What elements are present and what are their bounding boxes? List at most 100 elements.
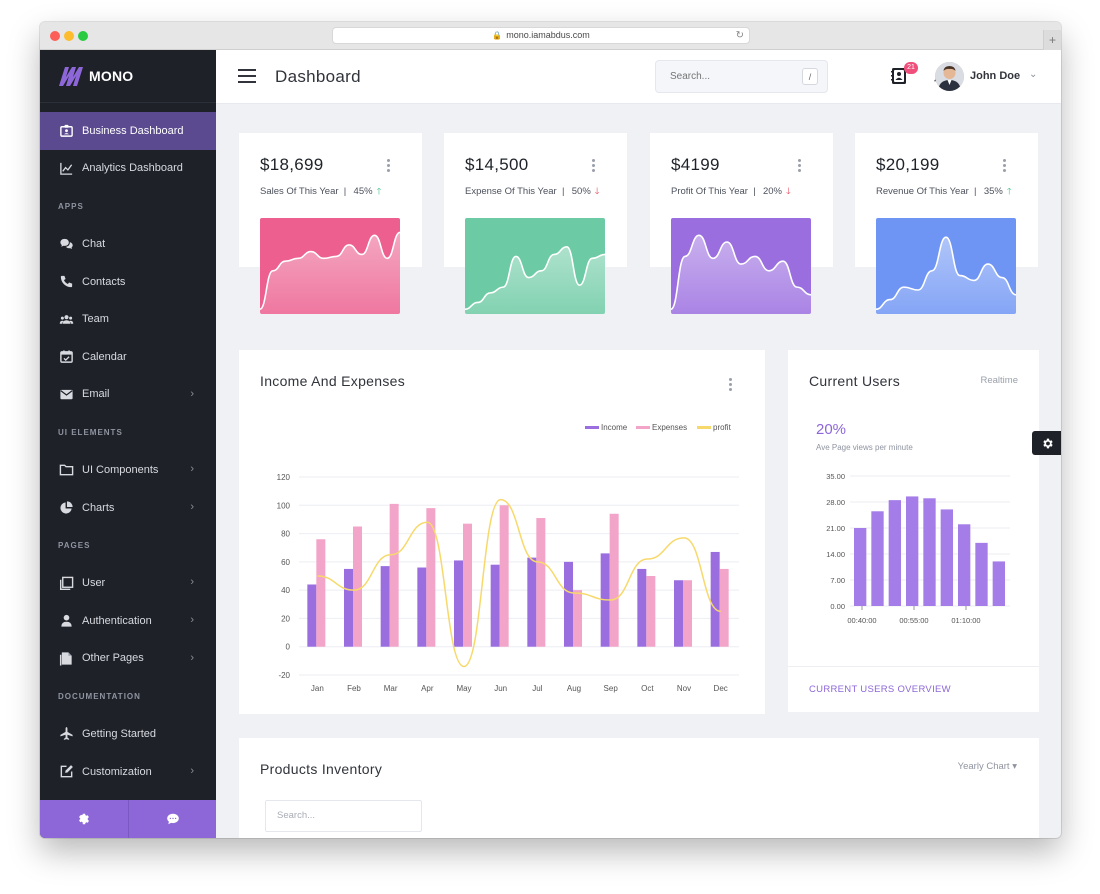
sidebar-item-label: Calendar bbox=[82, 350, 127, 363]
yearly-chart-dropdown[interactable]: Yearly Chart ▾ bbox=[958, 761, 1017, 772]
stat-label: Revenue Of This Year bbox=[876, 186, 969, 197]
y-tick-label: 7.00 bbox=[830, 576, 845, 585]
stat-caption: Revenue Of This Year | 35% 🡑 bbox=[876, 186, 1012, 197]
expenses-bar bbox=[536, 518, 546, 647]
chevron-right-icon: › bbox=[190, 613, 194, 626]
chat-support-button[interactable] bbox=[128, 800, 216, 838]
more-options-icon[interactable] bbox=[729, 378, 733, 393]
contacts-book-icon[interactable] bbox=[889, 66, 909, 86]
chevron-right-icon: › bbox=[190, 463, 194, 476]
legend-label: profit bbox=[713, 423, 732, 432]
card-divider bbox=[788, 666, 1039, 667]
sidebar-item-charts[interactable]: Charts › bbox=[40, 489, 216, 527]
url-text: mono.iamabdus.com bbox=[506, 30, 590, 40]
phone-icon bbox=[58, 274, 74, 290]
sidebar-item-ui-components[interactable]: UI Components › bbox=[40, 451, 216, 489]
pie-chart-icon bbox=[58, 500, 74, 516]
legend-swatch bbox=[585, 426, 599, 429]
calendar-icon bbox=[58, 349, 74, 365]
expenses-bar bbox=[609, 513, 619, 647]
sidebar-item-contacts[interactable]: Contacts bbox=[40, 263, 216, 301]
y-tick-label: 28.00 bbox=[826, 498, 845, 507]
users-percent: 20% bbox=[816, 421, 847, 438]
y-tick-label: 20 bbox=[281, 614, 290, 623]
address-bar[interactable]: 🔒 mono.iamabdus.com ↻ bbox=[332, 27, 750, 44]
chevron-right-icon: › bbox=[190, 500, 194, 513]
realtime-label[interactable]: Realtime bbox=[980, 375, 1019, 386]
theme-settings-toggle[interactable] bbox=[1032, 431, 1061, 455]
more-options-icon[interactable] bbox=[592, 159, 596, 174]
income-bar bbox=[454, 560, 463, 647]
notification-badge: 21 bbox=[904, 62, 918, 74]
users-bar bbox=[923, 498, 936, 606]
expenses-bar bbox=[316, 539, 326, 647]
x-tick-label: Jan bbox=[311, 684, 324, 693]
sidebar-item-email[interactable]: Email › bbox=[40, 376, 216, 414]
current-users-chart: 0.00 7.00 14.00 21.00 28.00 35.00 00:40:00 00:5… bbox=[826, 472, 1010, 625]
x-tick-label: Aug bbox=[567, 684, 581, 693]
sparkline-chart bbox=[260, 218, 400, 314]
brand[interactable]: MONO bbox=[40, 50, 216, 103]
browser-window: 🔒 mono.iamabdus.com ↻ + MONO Business Das… bbox=[40, 22, 1061, 838]
sidebar-item-user[interactable]: User › bbox=[40, 564, 216, 602]
chevron-down-icon[interactable]: ⌄ bbox=[1029, 69, 1038, 80]
users-bar bbox=[975, 542, 988, 606]
more-options-icon[interactable] bbox=[387, 159, 391, 174]
settings-button[interactable] bbox=[40, 800, 128, 838]
sidebar-item-business-dashboard[interactable]: Business Dashboard bbox=[40, 112, 216, 150]
top-header: Dashboard / 21 John Doe ⌄ bbox=[216, 50, 1061, 104]
sidebar-item-chat[interactable]: Chat bbox=[40, 225, 216, 263]
y-tick-label: 14.00 bbox=[826, 550, 845, 559]
more-options-icon[interactable] bbox=[798, 159, 802, 174]
maximize-window-button[interactable] bbox=[78, 31, 88, 41]
search-box[interactable]: / bbox=[655, 60, 828, 93]
legend-swatch bbox=[636, 426, 650, 429]
sidebar-section-heading: UI ELEMENTS bbox=[58, 428, 123, 438]
sidebar-item-team[interactable]: Team bbox=[40, 300, 216, 338]
users-bar bbox=[871, 511, 884, 606]
minimize-window-button[interactable] bbox=[64, 31, 74, 41]
expenses-bar bbox=[463, 523, 472, 647]
expenses-bar bbox=[683, 580, 692, 647]
sidebar-item-getting-started[interactable]: Getting Started bbox=[40, 715, 216, 753]
income-bar bbox=[674, 580, 683, 647]
legend-label: Income bbox=[601, 423, 628, 432]
search-input[interactable] bbox=[656, 61, 786, 92]
sidebar-item-calendar[interactable]: Calendar bbox=[40, 338, 216, 376]
legend-swatch bbox=[697, 426, 711, 429]
sidebar-item-label: Customization bbox=[82, 765, 152, 778]
chevron-right-icon: › bbox=[190, 387, 194, 400]
user-name[interactable]: John Doe bbox=[970, 70, 1021, 82]
income-bar bbox=[307, 584, 317, 647]
income-expenses-chart: -20 0 20 40 60 80 100 120 Jan Feb Mar Apr May Jun Jul A… bbox=[277, 423, 739, 693]
sidebar: MONO Business Dashboard Analytics Dashboa… bbox=[40, 50, 216, 838]
current-users-overview-link[interactable]: CURRENT USERS OVERVIEW bbox=[809, 684, 951, 695]
trend-down-icon: 🡓 bbox=[594, 186, 600, 196]
pages-icon bbox=[58, 650, 74, 666]
income-card-title: Income And Expenses bbox=[260, 373, 406, 389]
profit-line bbox=[317, 498, 721, 668]
more-options-icon[interactable] bbox=[1003, 159, 1007, 174]
browser-titlebar: 🔒 mono.iamabdus.com ↻ + bbox=[40, 22, 1061, 50]
avatar[interactable] bbox=[935, 62, 964, 91]
reload-icon[interactable]: ↻ bbox=[735, 30, 744, 41]
sidebar-item-analytics-dashboard[interactable]: Analytics Dashboard bbox=[40, 150, 216, 188]
sidebar-item-authentication[interactable]: Authentication › bbox=[40, 602, 216, 640]
y-tick-label: 0 bbox=[286, 643, 291, 652]
sidebar-item-other-pages[interactable]: Other Pages › bbox=[40, 640, 216, 678]
chat-icon bbox=[58, 236, 74, 252]
x-tick-label: Jun bbox=[494, 684, 507, 693]
close-window-button[interactable] bbox=[50, 31, 60, 41]
edit-icon bbox=[58, 764, 74, 780]
sidebar-item-label: Email bbox=[82, 388, 110, 401]
sidebar-item-label: Business Dashboard bbox=[82, 124, 184, 137]
current-users-card: Current Users Realtime 20% Ave Page view… bbox=[788, 350, 1039, 712]
users-bar bbox=[906, 496, 919, 606]
products-search-input[interactable]: Search... bbox=[265, 800, 422, 832]
hamburger-menu-icon[interactable] bbox=[238, 69, 256, 83]
x-tick-label: May bbox=[456, 684, 471, 693]
new-tab-button[interactable]: + bbox=[1043, 30, 1061, 50]
sidebar-item-customization[interactable]: Customization › bbox=[40, 753, 216, 791]
current-users-title: Current Users bbox=[809, 373, 901, 389]
users-bar bbox=[940, 509, 953, 606]
